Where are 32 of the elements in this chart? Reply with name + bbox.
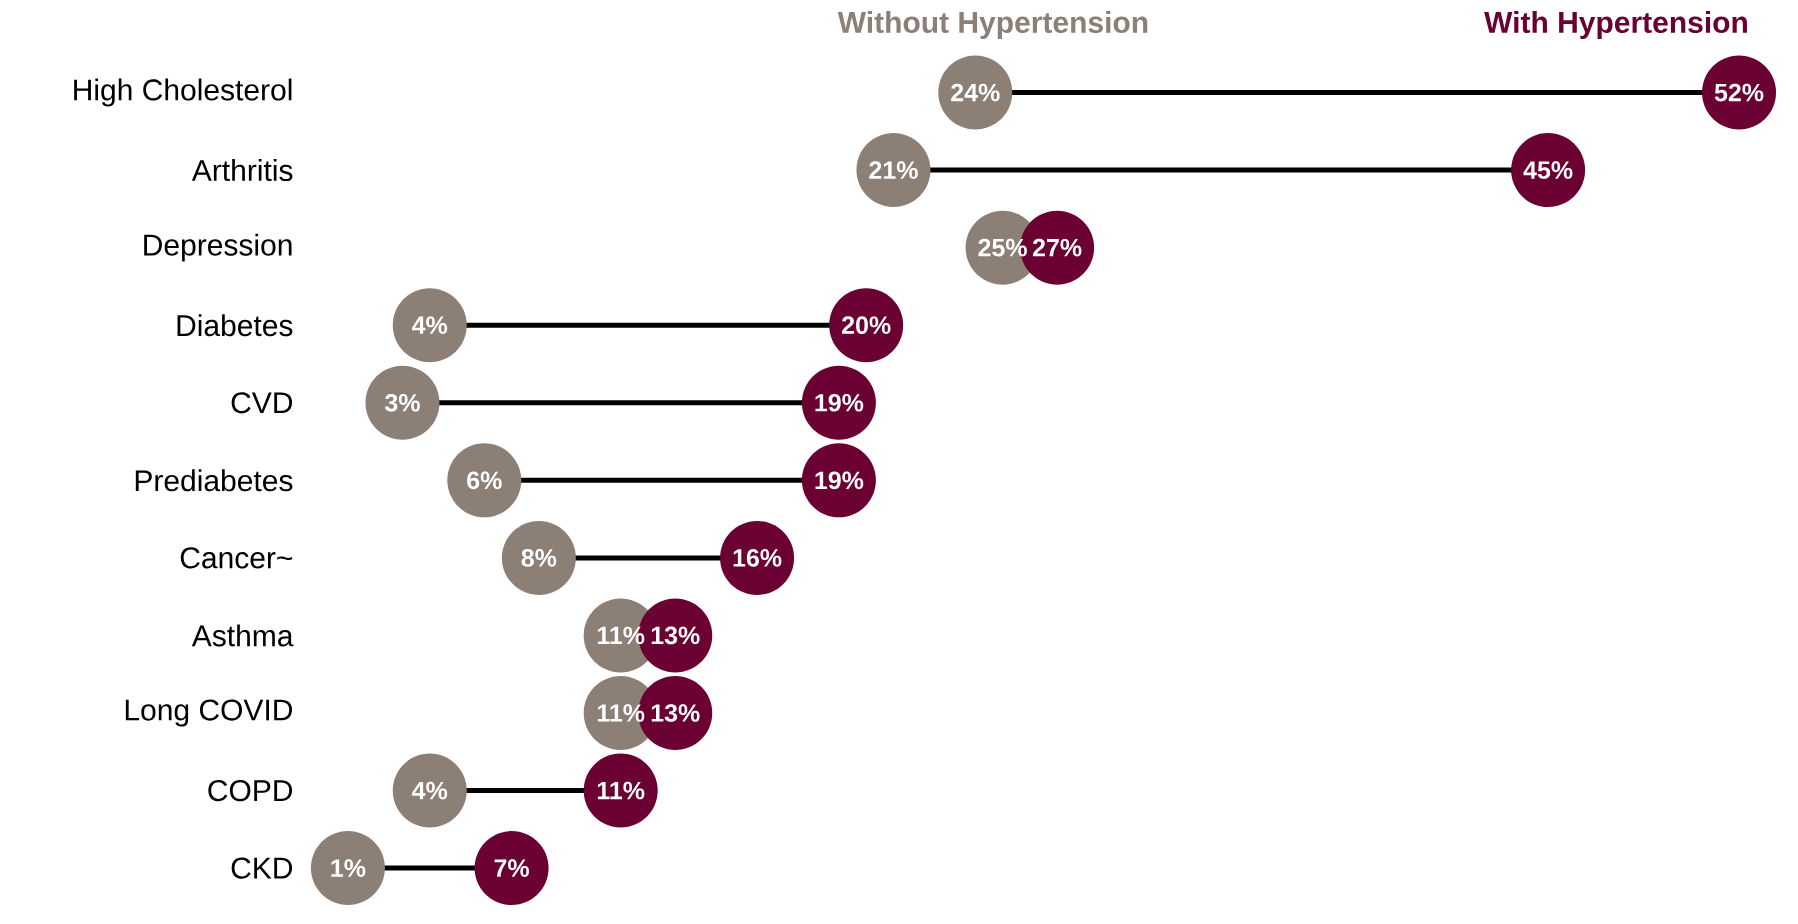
data-label: 11% bbox=[597, 781, 645, 800]
data-label: 21% bbox=[869, 161, 918, 179]
data-label: 27% bbox=[1032, 238, 1082, 257]
data-label: 13% bbox=[651, 704, 700, 722]
series-label: Without Hypertension bbox=[837, 11, 1148, 39]
y-tick-label: Prediabetes bbox=[135, 469, 293, 492]
y-tick-label: CVD bbox=[231, 392, 293, 414]
y-tick-label: Asthma bbox=[191, 624, 294, 647]
data-label: 3% bbox=[384, 393, 420, 412]
y-tick-label: Arthritis bbox=[191, 159, 293, 182]
y-tick-label: Long COVID bbox=[125, 699, 293, 727]
data-label: 4% bbox=[412, 316, 448, 335]
data-label: 1% bbox=[331, 859, 366, 877]
y-tick-label: CKD bbox=[231, 857, 293, 879]
data-label: 20% bbox=[842, 316, 891, 335]
data-label: 16% bbox=[733, 549, 782, 567]
y-tick-label: Diabetes bbox=[177, 314, 293, 337]
data-label: 24% bbox=[951, 83, 1000, 102]
data-label: 19% bbox=[815, 471, 864, 490]
y-tick-label: COPD bbox=[208, 779, 293, 802]
data-label: 13% bbox=[651, 626, 700, 645]
y-tick-label: High Cholesterol bbox=[74, 78, 292, 107]
data-label: 7% bbox=[494, 859, 529, 877]
series-label: With Hypertension bbox=[1484, 11, 1747, 39]
data-label: 52% bbox=[1714, 83, 1764, 102]
data-label: 4% bbox=[412, 781, 448, 800]
data-label: 45% bbox=[1523, 161, 1573, 179]
data-label: 6% bbox=[467, 471, 502, 490]
y-tick-label: Cancer~ bbox=[180, 547, 293, 569]
y-tick-label: Depression bbox=[144, 233, 292, 262]
data-label: 8% bbox=[521, 549, 557, 567]
data-label: 19% bbox=[815, 393, 864, 412]
